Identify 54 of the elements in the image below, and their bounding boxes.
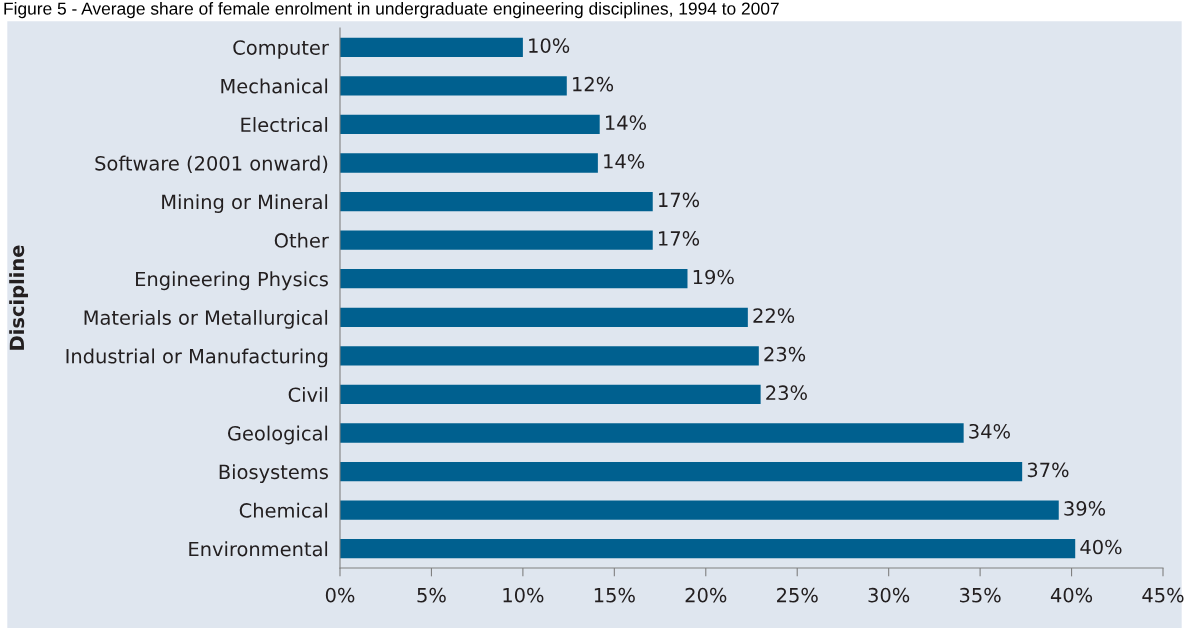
- y-tick-label: Mining or Mineral: [162, 194, 328, 213]
- x-tick-label: 5%: [417, 587, 446, 603]
- data-label: 19%: [693, 269, 734, 285]
- data-label: 10%: [529, 38, 570, 53]
- bar: [340, 539, 1076, 559]
- data-label: 40%: [1080, 539, 1122, 555]
- chart-title: Figure 5 - Average share of female enrolment in undergraduate engineering disciplines, 1994 to 2007: [4, 2, 779, 19]
- data-label: 22%: [753, 308, 795, 323]
- bar: [340, 500, 1059, 520]
- y-tick-label: Environmental: [189, 541, 328, 557]
- data-label: 14%: [606, 115, 647, 131]
- y-tick-label: Electrical: [241, 117, 328, 133]
- x-tick-label: 15%: [594, 587, 635, 603]
- y-tick-label: Computer: [233, 40, 329, 59]
- bar: [340, 153, 598, 173]
- y-tick-label: Materials or Metallurgical: [84, 309, 328, 329]
- bar: [340, 37, 523, 57]
- y-tick-label: Chemical: [239, 502, 328, 518]
- y-tick-label: Other: [274, 232, 329, 248]
- data-label: 34%: [969, 423, 1010, 439]
- data-label: 14%: [604, 153, 645, 169]
- data-label: 37%: [1027, 462, 1069, 478]
- data-label: 17%: [659, 231, 700, 246]
- bar: [340, 423, 964, 443]
- data-label: 39%: [1064, 501, 1106, 516]
- bar: [340, 114, 600, 135]
- bar: [340, 346, 759, 366]
- x-tick-label: 40%: [1050, 587, 1093, 603]
- x-tick-label: 0%: [325, 587, 355, 603]
- y-tick-label: Civil: [288, 387, 328, 403]
- data-label: 17%: [659, 192, 700, 208]
- x-tick-label: 25%: [777, 587, 818, 603]
- x-tick-label: 45%: [1142, 587, 1184, 603]
- data-label: 23%: [766, 385, 807, 401]
- bar: [340, 461, 1023, 482]
- bar: [340, 230, 653, 250]
- y-tick-label: Industrial or Manufacturing: [66, 348, 328, 368]
- bar: [340, 307, 748, 327]
- bar: [340, 269, 688, 289]
- data-label: 12%: [573, 76, 614, 92]
- x-tick-label: 20%: [685, 587, 727, 603]
- bar: [340, 191, 653, 212]
- bar: [340, 76, 567, 96]
- y-tick-label: Geological: [228, 425, 328, 445]
- x-tick-label: 30%: [868, 587, 910, 603]
- y-tick-label: Software (2001 onward): [95, 155, 328, 173]
- y-tick-label: Engineering Physics: [136, 271, 328, 291]
- x-tick-label: 35%: [959, 587, 1001, 603]
- bar: [340, 384, 761, 405]
- x-tick-label: 10%: [503, 587, 544, 603]
- data-label: 23%: [764, 346, 806, 362]
- y-tick-label: Mechanical: [221, 78, 328, 94]
- y-tick-label: Biosystems: [219, 464, 328, 483]
- y-axis-title: Discipline: [9, 245, 28, 350]
